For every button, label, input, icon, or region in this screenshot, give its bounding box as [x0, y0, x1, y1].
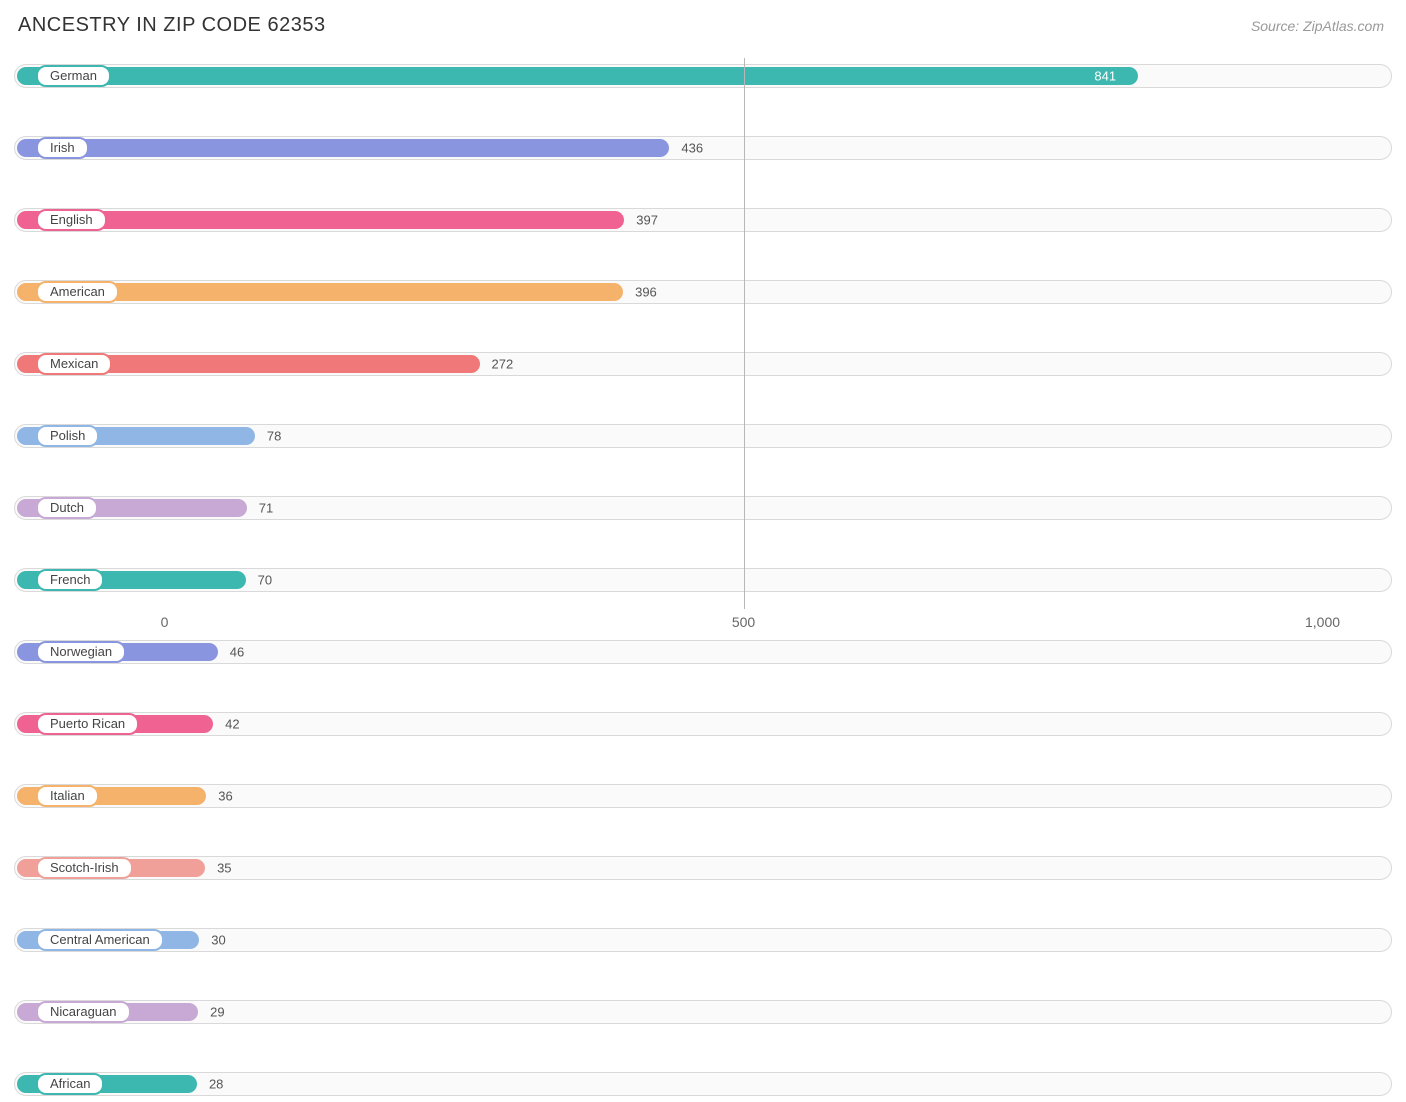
value-label: 28 — [209, 1077, 223, 1092]
bar-track — [14, 712, 1392, 736]
category-label: Dutch — [36, 497, 98, 519]
bar-row: English 397 — [14, 202, 1392, 238]
source-attribution: Source: ZipAtlas.com — [1251, 18, 1384, 34]
bar-row: Central American 30 — [14, 922, 1392, 958]
value-label: 42 — [225, 717, 239, 732]
bar-row: Mexican 272 — [14, 346, 1392, 382]
chart-title: ANCESTRY IN ZIP CODE 62353 — [18, 14, 326, 37]
value-label: 272 — [492, 357, 514, 372]
bar-row: Nicaraguan 29 — [14, 994, 1392, 1030]
category-label: African — [36, 1073, 104, 1095]
tick-label: 1,000 — [1305, 614, 1340, 630]
category-label: Norwegian — [36, 641, 126, 663]
category-label: Italian — [36, 785, 99, 807]
category-label: Mexican — [36, 353, 112, 375]
category-label: French — [36, 569, 104, 591]
x-axis: 0 500 1,000 — [14, 614, 1392, 634]
value-label: 35 — [217, 861, 231, 876]
bar-row: American 396 — [14, 274, 1392, 310]
value-label: 841 — [1094, 69, 1116, 84]
bar-row: German 841 — [14, 58, 1392, 94]
chart-area: German 841 Irish 436 English 397 American 396 Me… — [14, 58, 1392, 612]
category-label: Irish — [36, 137, 89, 159]
category-label: Central American — [36, 929, 164, 951]
bar — [17, 211, 624, 229]
tick-label: 0 — [161, 614, 169, 630]
category-label: Puerto Rican — [36, 713, 139, 735]
bar-row: Irish 436 — [14, 130, 1392, 166]
category-label: Polish — [36, 425, 99, 447]
value-label: 397 — [636, 213, 658, 228]
value-label: 78 — [267, 429, 281, 444]
bar-row: Dutch 71 — [14, 490, 1392, 526]
category-label: American — [36, 281, 119, 303]
bar-row: Polish 78 — [14, 418, 1392, 454]
category-label: German — [36, 65, 111, 87]
value-label: 70 — [258, 573, 272, 588]
value-label: 30 — [211, 933, 225, 948]
bar-row: Scotch-Irish 35 — [14, 850, 1392, 886]
bar — [17, 139, 669, 157]
bar-row: African 28 — [14, 1066, 1392, 1102]
value-label: 436 — [681, 141, 703, 156]
tick-label: 500 — [732, 614, 755, 630]
value-label: 36 — [218, 789, 232, 804]
bar-row: French 70 — [14, 562, 1392, 598]
value-label: 71 — [259, 501, 273, 516]
value-label: 46 — [230, 645, 244, 660]
value-label: 29 — [210, 1005, 224, 1020]
category-label: Nicaraguan — [36, 1001, 131, 1023]
bar-row: Norwegian 46 — [14, 634, 1392, 670]
category-label: Scotch-Irish — [36, 857, 133, 879]
value-label: 396 — [635, 285, 657, 300]
bar-row: Puerto Rican 42 — [14, 706, 1392, 742]
bar — [17, 67, 1138, 85]
bar-row: Italian 36 — [14, 778, 1392, 814]
category-label: English — [36, 209, 107, 231]
